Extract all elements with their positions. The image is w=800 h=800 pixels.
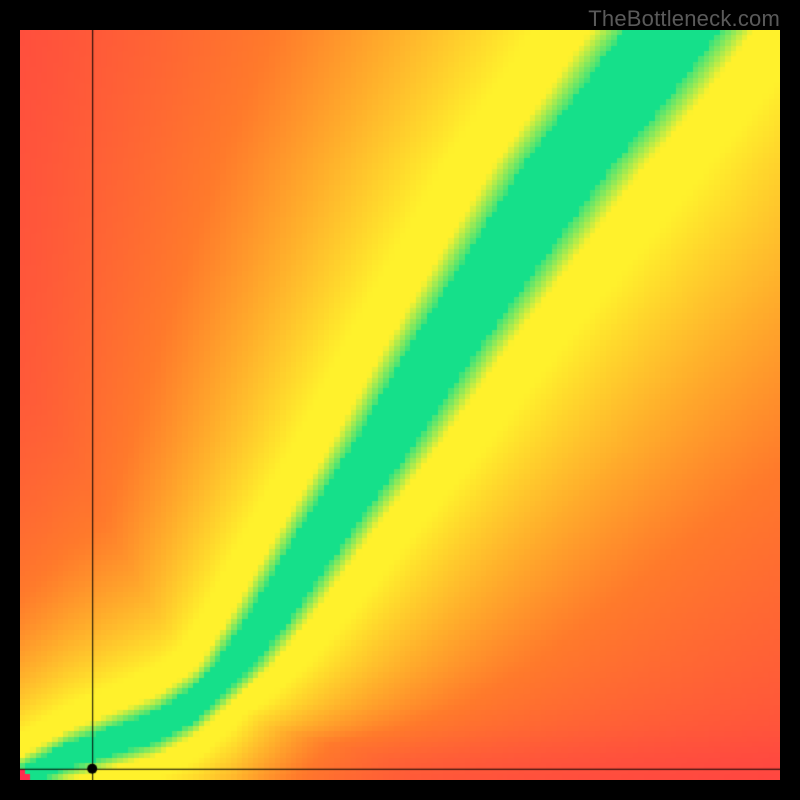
chart-container: TheBottleneck.com xyxy=(0,0,800,800)
watermark-label: TheBottleneck.com xyxy=(588,6,780,32)
heatmap-canvas xyxy=(20,30,780,780)
